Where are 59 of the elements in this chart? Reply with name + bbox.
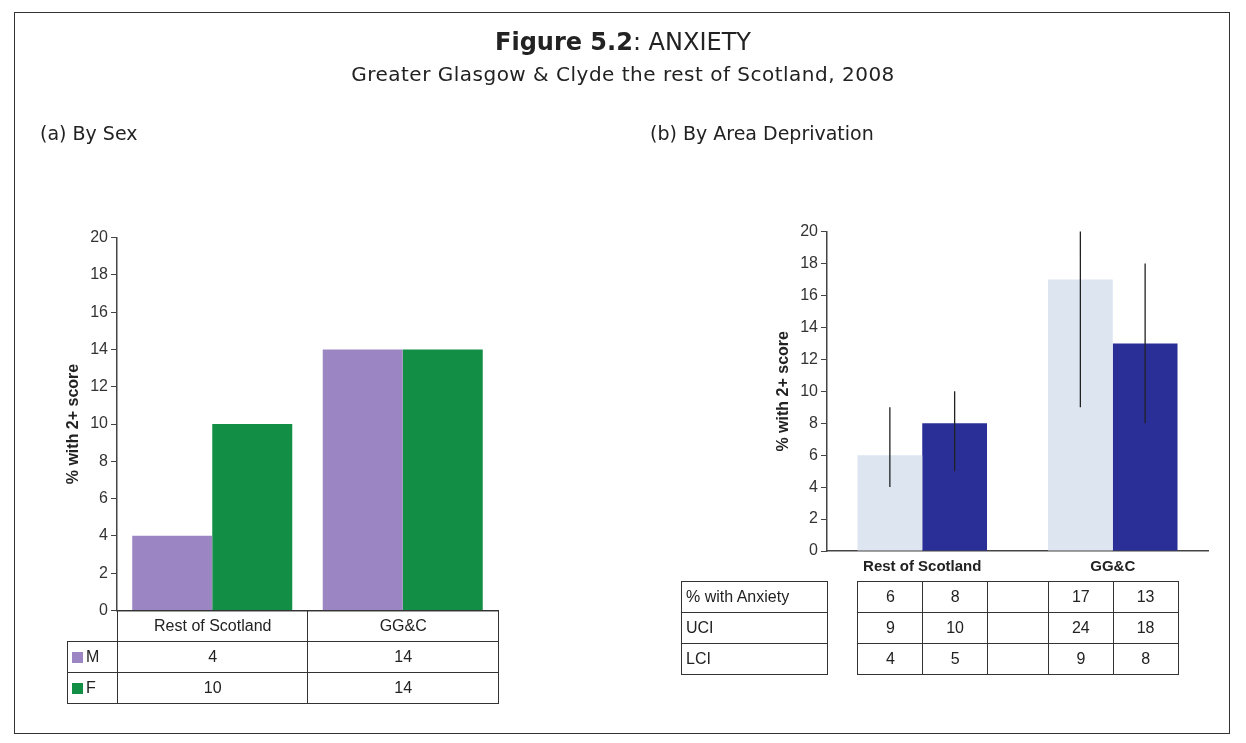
text: 24 [1047,612,1114,644]
bar [212,424,293,610]
y-axis-title: % with 2+ score [64,363,82,485]
x-tick-label: Rest of Scotland [116,610,309,643]
text: Figure 5.2: ANXIETY [494,28,752,56]
y-tick-label: 2 [99,563,109,581]
y-tick-label: 18 [90,265,109,283]
y-tick-label: 16 [90,302,109,320]
x-tick-label: GG&C [1090,557,1136,575]
y-tick-label: 6 [809,445,819,463]
text: 8 [1112,643,1179,675]
y-tick-label: 6 [99,488,109,506]
chart-title: (a) By Sex [40,122,138,144]
text: Greater Glasgow & Clyde the rest of Scotland, 2008 [350,62,896,86]
y-tick-label: 10 [800,381,819,399]
y-tick-label: 18 [800,253,819,271]
y-tick-label: 0 [809,541,819,559]
bar [857,455,923,551]
y-tick-label: 8 [809,413,819,431]
data-label: 17 [1047,581,1114,613]
text: 4 [857,643,924,675]
y-tick-label: 10 [90,414,109,432]
y-tick-label: 8 [99,451,109,469]
text: % with Anxiety [680,581,828,613]
data-label: 8 [922,581,988,613]
y-tick-label: 4 [809,477,819,495]
data-label: 6 [857,581,924,613]
y-axis-title: % with 2+ score [774,330,792,452]
text: 9 [857,612,924,644]
y-tick-label: 0 [99,600,109,618]
y-tick-label: 16 [800,285,819,303]
bar [1047,279,1113,551]
y-tick-label: 14 [90,339,109,357]
data-label: 14 [307,672,499,705]
bar [1112,343,1178,551]
bar [322,349,403,610]
text: 10 [922,612,988,644]
y-tick-label: 12 [90,377,109,395]
text: UCI [680,612,828,644]
chart-title: (b) By Area Deprivation [650,122,874,144]
bar [402,349,483,610]
y-tick-label: 20 [800,222,819,240]
legend-label: M [66,641,118,674]
x-tick-label: Rest of Scotland [863,557,982,575]
legend-label: F [66,672,118,705]
bar [132,535,213,610]
y-tick-label: 20 [90,228,109,246]
text: 5 [922,643,988,675]
y-tick-label: 14 [800,317,819,335]
text: 18 [1112,612,1179,644]
y-tick-label: 12 [800,349,819,367]
x-tick-label: GG&C [307,610,499,643]
y-tick-label: 4 [99,526,109,544]
y-tick-label: 2 [809,509,819,527]
bar [922,423,988,551]
text: 9 [1047,643,1114,675]
data-label: 13 [1112,581,1179,613]
text: LCI [680,643,828,675]
data-label: 14 [307,641,499,674]
